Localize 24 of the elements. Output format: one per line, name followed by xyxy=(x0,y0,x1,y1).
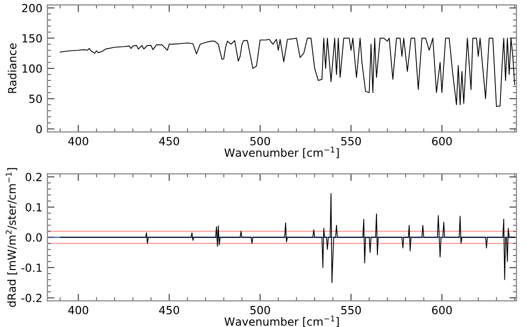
y-tick-label: 150 xyxy=(22,34,42,43)
y-tick-label: 0 xyxy=(36,124,42,134)
y-tick-label: -0.2 xyxy=(21,294,42,302)
y-axis-title: dRad [mW/m$^{2}$/ster/cm$^{−1}$] xyxy=(6,168,18,307)
y-tick-label: 0.2 xyxy=(26,172,42,182)
x-tick-label: 600 xyxy=(432,306,452,314)
y-tick-label: 200 xyxy=(22,4,42,12)
x-tick-label: 500 xyxy=(250,136,270,146)
y-tick-label: 0.0 xyxy=(26,233,42,242)
x-axis-title: Wavenumber [cm$^{−1}$] xyxy=(224,316,339,327)
x-tick-label: 400 xyxy=(68,306,88,314)
x-tick-label: 550 xyxy=(341,306,361,314)
y-tick-label: -0.1 xyxy=(21,264,42,272)
x-tick-label: 450 xyxy=(159,136,180,146)
y-axis-title: Radiance xyxy=(8,43,16,93)
y-tick-label: 50 xyxy=(29,94,42,104)
y-tick-label: 0.1 xyxy=(26,203,42,212)
x-tick-label: 450 xyxy=(159,306,180,314)
x-tick-label: 500 xyxy=(250,306,270,314)
x-axis-title: Wavenumber [cm$^{−1}$] xyxy=(224,146,339,158)
x-tick-label: 600 xyxy=(432,136,452,146)
y-tick-label: 100 xyxy=(22,64,42,73)
x-tick-label: 550 xyxy=(341,136,361,146)
x-tick-label: 400 xyxy=(68,136,88,146)
